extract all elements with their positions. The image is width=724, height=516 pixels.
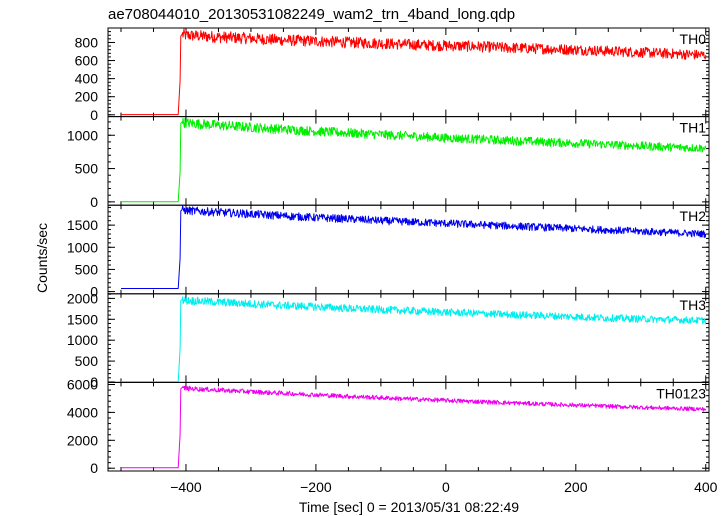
y-tick-label: 500 (75, 261, 99, 277)
panel-label-th1: TH1 (680, 120, 707, 136)
y-tick-label: 0 (90, 194, 98, 210)
series-line-th0 (121, 28, 707, 116)
y-tick-label: 6000 (67, 376, 98, 392)
y-tick-label: 2000 (67, 432, 98, 448)
panel-frame (107, 381, 710, 472)
y-tick-label: 1500 (67, 311, 98, 327)
panel-label-th3: TH3 (680, 297, 707, 313)
y-tick-label: 800 (75, 34, 99, 50)
y-tick-label: 600 (75, 53, 99, 69)
x-tick-label: −400 (170, 479, 202, 495)
y-tick-label: 2000 (67, 290, 98, 306)
y-axis-label: Counts/sec (34, 223, 50, 293)
y-tick-label: 0 (90, 374, 98, 390)
x-tick-label: 0 (442, 479, 450, 495)
panel-frame (107, 204, 710, 295)
y-tick-label: 500 (75, 353, 99, 369)
panels-group: 0 200 400 600 800 TH0 0 500 1000 TH1 0 500 1000 1500 T… (67, 27, 718, 495)
panel-label-th0123: TH0123 (656, 385, 706, 401)
panel-frame (107, 116, 710, 206)
y-tick-label: 0 (90, 107, 98, 123)
panel-th2: 0 500 1000 1500 TH2 (67, 204, 710, 300)
chart-title: ae708044010_20130531082249_wam2_trn_4ban… (108, 6, 515, 23)
panel-th0123: 0 2000 4000 6000 TH0123 (67, 376, 710, 476)
y-tick-label: 400 (75, 71, 99, 87)
y-tick-label: 0 (90, 460, 98, 476)
x-axis-label: Time [sec] 0 = 2013/05/31 08:22:49 (299, 499, 519, 515)
y-tick-label: 4000 (67, 404, 98, 420)
y-tick-label: 200 (75, 89, 99, 105)
y-tick-label: 1000 (67, 239, 98, 255)
x-tick-label: 200 (564, 479, 588, 495)
x-tick-label: 400 (694, 479, 718, 495)
panel-th3: 0 500 1000 1500 2000 TH3 (67, 290, 710, 390)
panel-label-th0: TH0 (680, 31, 707, 47)
series-line-th0123 (121, 385, 707, 469)
series-line-th3 (121, 296, 707, 383)
panel-th0: 0 200 400 600 800 TH0 (75, 27, 710, 123)
x-tick-label: −200 (300, 479, 332, 495)
panel-label-th2: TH2 (680, 208, 707, 224)
y-tick-label: 1500 (67, 217, 98, 233)
y-tick-label: 1000 (67, 332, 98, 348)
series-line-th1 (121, 117, 707, 203)
y-tick-label: 1000 (67, 127, 98, 143)
y-tick-label: 500 (75, 161, 99, 177)
series-line-th2 (121, 205, 707, 289)
y-tick-label: 0 (90, 284, 98, 300)
panel-th1: 0 500 1000 TH1 (67, 116, 710, 210)
